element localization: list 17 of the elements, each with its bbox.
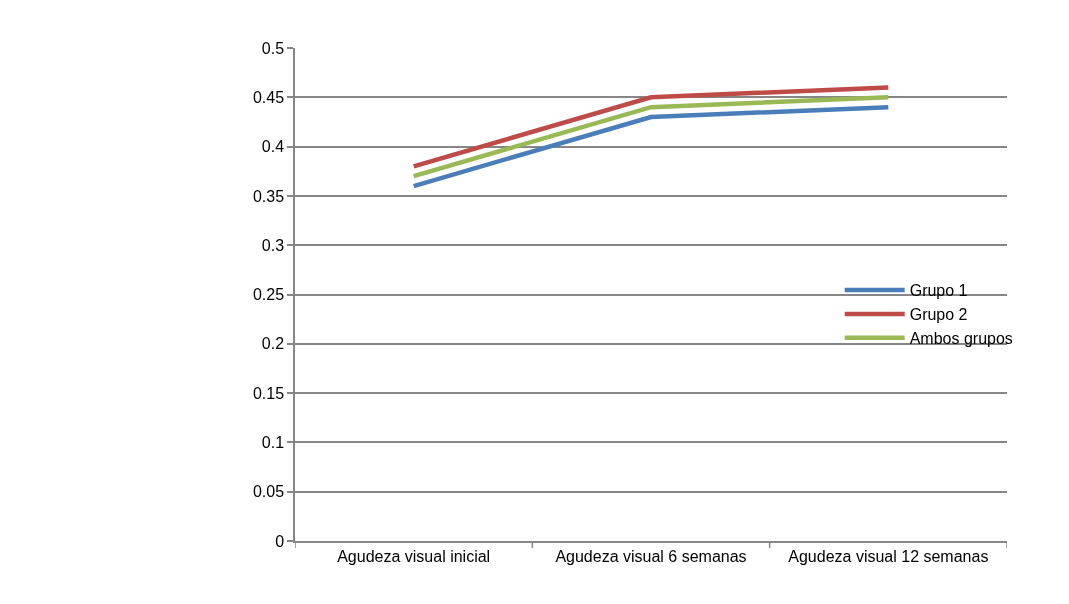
y-tick-label: 0.45 — [252, 88, 285, 106]
x-tick-label: Agudeza visual inicial — [337, 547, 491, 565]
y-tick-label: 0 — [275, 532, 285, 550]
x-tick-label: Agudeza visual 6 semanas — [555, 547, 747, 565]
y-tick-label: 0.3 — [261, 236, 285, 254]
y-tick-label: 0.25 — [252, 286, 285, 304]
y-tick-label: 0.15 — [252, 384, 285, 402]
y-tick-label: 0.35 — [252, 187, 285, 205]
y-tick-label: 0.4 — [261, 138, 285, 156]
y-tick-label: 0.05 — [252, 483, 285, 501]
legend-label: Ambos grupos — [909, 329, 1013, 347]
y-tick-label: 0.5 — [261, 39, 285, 57]
y-tick-label: 0.2 — [261, 335, 285, 353]
legend-label: Grupo 2 — [909, 306, 968, 324]
x-tick-label: Agudeza visual 12 semanas — [788, 547, 989, 565]
legend-label: Grupo 1 — [909, 282, 968, 300]
y-tick-label: 0.1 — [261, 434, 285, 451]
